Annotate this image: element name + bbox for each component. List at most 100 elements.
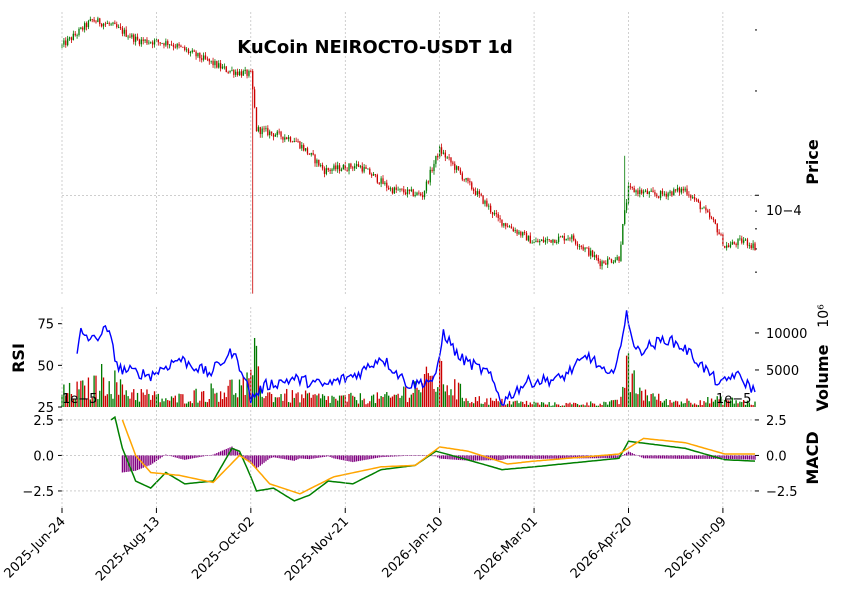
candle-body [654,192,656,195]
volume-bar [350,392,352,407]
candle-body [693,197,696,200]
volume-bar [423,374,426,407]
volume-bar [63,384,65,407]
volume-bar [318,393,320,407]
candle-body [227,72,229,73]
candle-body [754,243,756,250]
volume-bar [225,397,227,407]
volume-bar [80,380,82,407]
macd-histogram-bar [244,455,246,459]
candle-body [714,219,717,224]
volume-bar [157,393,159,407]
candle-body [119,26,122,29]
candle-body [291,141,294,143]
macd-histogram-bar [505,455,507,460]
macd-histogram-bar [529,455,531,459]
candle-body [67,38,69,46]
volume-bar [320,398,322,407]
volume-bar [667,405,669,407]
candle-body [707,210,709,213]
volume-bar [280,394,282,407]
candle-body [240,71,243,76]
macd-histogram-bar [650,455,652,459]
candle-body [382,178,384,184]
candle-body [259,127,261,135]
candle-body [709,212,711,218]
macd-histogram-bar [225,448,227,456]
macd-histogram-bar [741,455,743,460]
macd-histogram-bar [238,452,241,456]
macd-histogram-bar [187,455,190,460]
volume-bar [229,379,231,407]
volume-bar [357,403,360,407]
candle-body [248,71,250,76]
candle-body [180,45,182,47]
volume-bar [89,399,91,407]
macd-histogram-bar [184,455,186,460]
macd-histogram-bar [320,455,322,458]
macd-histogram-bar [399,455,401,457]
x-tick-label: 2025-Oct-02 [189,514,257,582]
candle-body [386,182,388,188]
volume-axis-label: Volume [813,344,832,411]
volume-bar [346,401,348,407]
macd-histogram-bar [176,455,178,458]
macd-histogram-bar [552,455,554,459]
macd-histogram-bar [388,455,390,457]
volume-bar [590,401,592,407]
volume-bar [114,370,116,407]
volume-bar [187,401,190,407]
candle-body [501,219,503,226]
volume-bar [518,403,520,407]
macd-histogram-bar [185,455,188,460]
volume-bar [333,396,335,407]
volume-bar [329,402,331,407]
volume-bar [293,397,295,407]
candle-body [63,40,65,45]
macd-histogram-bar [284,455,286,460]
candle-body [308,153,311,155]
candle-body [637,190,639,194]
volume-bar [87,377,90,407]
macd-histogram-bar [335,455,337,459]
macd-histogram-bar [748,455,750,460]
candle-body [540,239,543,241]
macd-histogram-bar [312,455,314,459]
macd-left-tick-label: −2.5 [22,485,54,500]
candle-body [476,191,479,195]
candle-body [393,187,395,194]
volume-bar [314,394,316,407]
macd-histogram-bar [735,455,737,460]
macd-histogram-bar [527,455,530,459]
macd-histogram-bar [731,455,734,460]
volume-bar [571,404,573,407]
volume-bar [269,392,271,407]
volume-bar [625,355,628,407]
volume-bar [116,382,118,407]
volume-bar [131,392,133,407]
volume-bar [471,401,473,407]
volume-bar [416,387,418,407]
candle-body [508,226,511,228]
macd-histogram-bar [450,455,452,460]
volume-bar [467,400,469,407]
candle-body [539,240,541,243]
macd-histogram-bar [608,455,611,459]
candle-body [593,255,596,257]
macd-histogram-bar [416,455,418,456]
candle-body [729,244,732,248]
macd-histogram-bar [722,455,724,459]
candle-body [529,235,531,244]
candle-body [461,173,463,180]
candle-body [148,42,150,44]
macd-histogram-bar [354,455,356,462]
candle-body [748,245,750,247]
candle-body [401,188,403,190]
macd-histogram-bar [423,455,426,456]
candle-body [618,257,620,262]
macd-histogram-bar [306,455,309,459]
macd-histogram-bar [331,455,333,458]
volume-bar [261,396,263,407]
macd-histogram-bar [642,455,645,459]
